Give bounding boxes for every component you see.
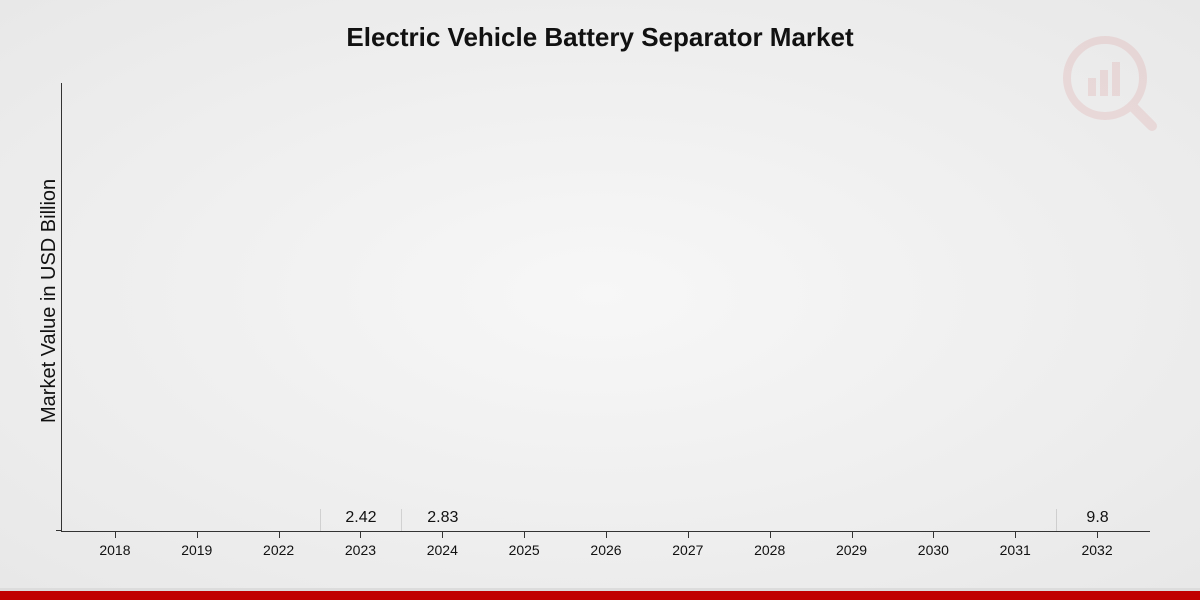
- bar-value-label: 2.42: [345, 509, 376, 527]
- chart-container: Electric Vehicle Battery Separator Marke…: [0, 0, 1200, 588]
- x-tick-label: 2032: [1056, 532, 1138, 558]
- x-tick-label: 2027: [647, 532, 729, 558]
- bar-slot: 9.8: [1056, 509, 1138, 531]
- x-tick-label: 2019: [156, 532, 238, 558]
- x-tick-label: 2018: [74, 532, 156, 558]
- plot-area: Market Value in USD Billion 2.422.839.8 …: [0, 63, 1200, 588]
- y-tick: [56, 530, 62, 531]
- footer-accent-bar: [0, 588, 1200, 600]
- x-tick-label: 2031: [974, 532, 1056, 558]
- bar-slot: 2.83: [401, 509, 483, 531]
- bar-slot: 2.42: [320, 509, 402, 531]
- x-tick-label: 2025: [483, 532, 565, 558]
- x-tick-label: 2026: [565, 532, 647, 558]
- x-tick-label: 2029: [811, 532, 893, 558]
- chart-title: Electric Vehicle Battery Separator Marke…: [0, 0, 1200, 63]
- bars-region: 2.42 2.83 9.8: [61, 83, 1150, 532]
- x-tick-label: 2023: [320, 532, 402, 558]
- x-tick-label: 2030: [892, 532, 974, 558]
- x-tick-label: 2028: [729, 532, 811, 558]
- bar-value-label: 9.8: [1086, 509, 1108, 527]
- y-axis-label: Market Value in USD Billion: [30, 83, 61, 558]
- bar-value-label: 2.83: [427, 509, 458, 527]
- x-axis: 2018201920222023202420252026202720282029…: [62, 532, 1150, 558]
- x-tick-label: 2024: [401, 532, 483, 558]
- x-tick-label: 2022: [238, 532, 320, 558]
